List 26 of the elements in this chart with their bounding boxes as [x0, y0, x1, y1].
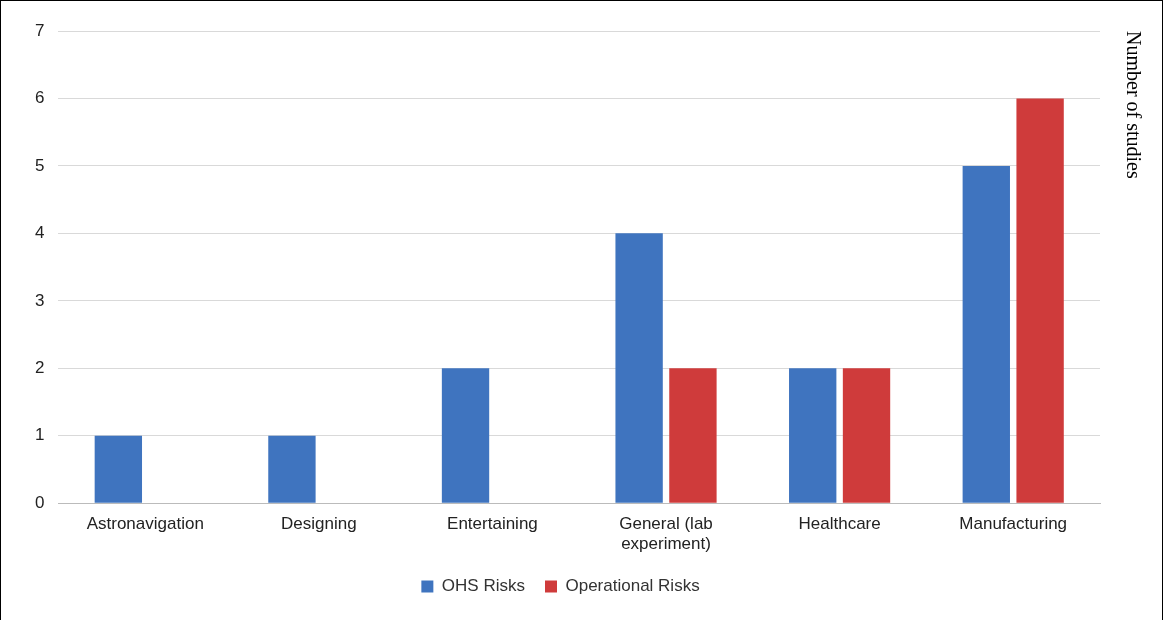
bar	[842, 368, 891, 503]
x-tick-label: Manufacturing	[959, 514, 1068, 534]
x-tick-label: Astronavigation	[86, 514, 204, 534]
y-tick-label: 0	[34, 492, 45, 512]
x-tick-label: Entertaining	[447, 514, 538, 534]
y-tick-label: 1	[34, 425, 45, 445]
x-tick-label: General (lab experiment)	[619, 514, 713, 554]
bar	[94, 435, 143, 503]
y-tick-label: 4	[34, 223, 45, 243]
y-tick-label: 7	[34, 20, 45, 40]
y-tick-label: 6	[34, 88, 45, 108]
bar	[615, 233, 663, 503]
bar	[962, 165, 1010, 503]
legend-label: Operational Risks	[565, 576, 700, 596]
y-tick-label: 5	[34, 155, 45, 175]
x-tick-label: Designing	[281, 514, 357, 534]
y-tick-label: 3	[34, 290, 45, 310]
x-tick-label: Healthcare	[798, 514, 881, 534]
bar	[789, 368, 837, 503]
bar	[669, 368, 717, 503]
y-tick-label: 2	[34, 357, 45, 377]
legend-label: OHS Risks	[441, 576, 525, 596]
y-axis-title: Number of studies	[1122, 31, 1145, 179]
bar	[268, 435, 316, 503]
bar	[441, 368, 490, 503]
bar	[1016, 98, 1064, 503]
